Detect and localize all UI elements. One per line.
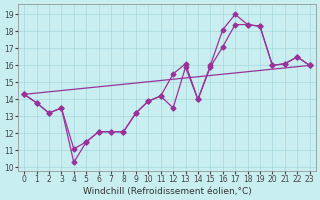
X-axis label: Windchill (Refroidissement éolien,°C): Windchill (Refroidissement éolien,°C) bbox=[83, 187, 251, 196]
